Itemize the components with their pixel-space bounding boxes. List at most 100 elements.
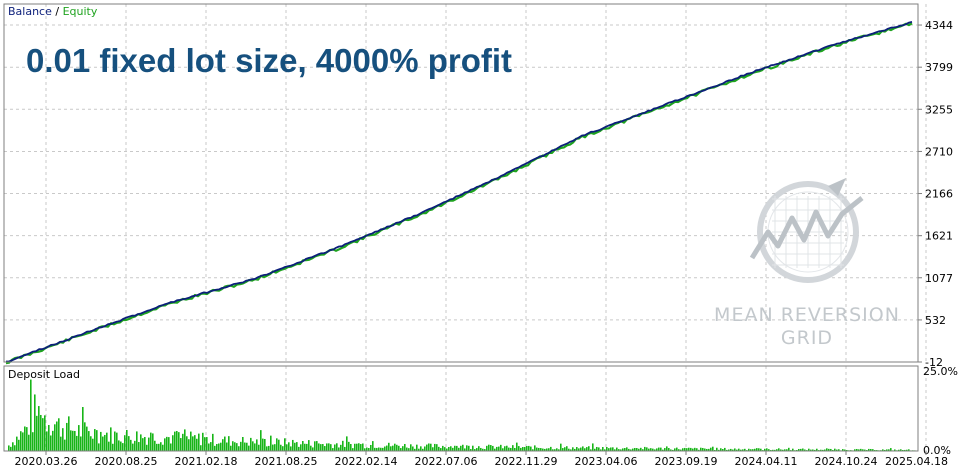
deposit-load-bar (542, 448, 544, 451)
deposit-load-bar (164, 438, 166, 451)
deposit-load-bar (104, 434, 106, 451)
deposit-load-bar (680, 449, 682, 451)
deposit-load-bar (324, 446, 326, 451)
deposit-load-bar (116, 432, 118, 451)
x-tick-label: 2021.02.18 (175, 455, 238, 468)
deposit-load-bar (232, 441, 234, 451)
deposit-load-bar (772, 449, 774, 451)
main-gridlines (4, 4, 927, 363)
deposit-load-bar (750, 449, 752, 451)
deposit-load-bar (716, 447, 718, 451)
deposit-load-bar (306, 443, 308, 451)
deposit-load-bar (138, 442, 140, 451)
deposit-load-bar (442, 445, 444, 451)
deposit-load-bar (422, 448, 424, 451)
deposit-load-bar (562, 448, 564, 451)
deposit-load-bar (160, 442, 162, 451)
deposit-load-bar (498, 446, 500, 451)
deposit-load-bar (602, 446, 604, 451)
deposit-load-bar (724, 447, 726, 451)
watermark-line1: MEAN REVERSION (714, 304, 900, 326)
deposit-load-bar (218, 443, 220, 451)
main-plot-frame (3, 3, 919, 363)
deposit-load-bar (12, 442, 14, 451)
deposit-load-bar (236, 443, 238, 451)
deposit-load-bar (238, 446, 240, 451)
deposit-load-bar (56, 421, 58, 451)
deposit-load-bar (704, 448, 706, 451)
deposit-load-bar (336, 443, 338, 451)
deposit-load-bar (94, 429, 96, 451)
deposit-load-bar (322, 444, 324, 451)
deposit-load-bar (590, 449, 592, 451)
deposit-load-bar (26, 427, 28, 451)
deposit-load-bar (904, 449, 906, 451)
deposit-load-bar (694, 447, 696, 451)
deposit-load-bar (412, 446, 414, 451)
deposit-load-bar (172, 435, 174, 451)
deposit-load-bar (908, 449, 910, 451)
y-tick-label: -12 (925, 356, 943, 369)
deposit-load-bar (420, 446, 422, 451)
x-tick-label: 2024.10.24 (815, 455, 878, 468)
y-tick-label: 3799 (925, 61, 953, 74)
deposit-load-bar (16, 436, 18, 451)
deposit-load-bar (50, 435, 52, 451)
deposit-load-bar (458, 447, 460, 451)
deposit-load-bar (76, 435, 78, 451)
deposit-load-bar (382, 447, 384, 451)
deposit-load-bar (392, 445, 394, 451)
deposit-load-bar (90, 436, 92, 451)
deposit-load-bar (70, 430, 72, 451)
deposit-load-bar (332, 448, 334, 451)
deposit-load-bar (424, 446, 426, 451)
deposit-load-bar (190, 431, 192, 451)
deposit-load-bar (448, 446, 450, 451)
deposit-load-bar (618, 449, 620, 451)
deposit-load-bar (736, 449, 738, 451)
deposit-load-bar (152, 433, 154, 451)
watermark-arrow-head (828, 178, 846, 196)
deposit-load-bar (626, 447, 628, 451)
deposit-load-bar (506, 445, 508, 451)
x-axis-labels: 2020.03.26 2020.08.25 2021.02.18 2021.08.25… (15, 451, 948, 468)
deposit-load-bar (638, 448, 640, 451)
deposit-load-bar (556, 448, 558, 451)
deposit-load-bar (624, 448, 626, 451)
deposit-load-bar (576, 447, 578, 451)
deposit-load-bar (450, 446, 452, 451)
deposit-load-bar (440, 448, 442, 451)
deposit-load-bar (174, 431, 176, 451)
deposit-load-bar (194, 435, 196, 451)
deposit-load-bar (416, 444, 418, 451)
deposit-load-bar (426, 444, 428, 451)
deposit-load-bar (516, 442, 518, 451)
deposit-load-bar (144, 436, 146, 451)
deposit-load-bar (330, 444, 332, 451)
deposit-load-bar (396, 444, 398, 451)
deposit-load-bar (316, 441, 318, 451)
legend-balance: Balance (8, 5, 52, 18)
deposit-load-bar (742, 449, 744, 451)
x-tick-label: 2025.04.18 (885, 455, 948, 468)
deposit-load-bar (408, 448, 410, 451)
deposit-load-bar (552, 449, 554, 451)
deposit-load-bar (784, 449, 786, 451)
deposit-load-bar (604, 449, 606, 451)
deposit-load-bar (394, 443, 396, 451)
deposit-load-bar (554, 449, 556, 451)
deposit-load-bar (600, 449, 602, 451)
deposit-load-bar (220, 442, 222, 451)
legend: Balance / Equity (8, 5, 97, 18)
deposit-load-bar (688, 447, 690, 451)
deposit-load-bar (488, 444, 490, 451)
deposit-load-bar (760, 448, 762, 451)
x-tick-label: 2023.09.19 (655, 455, 718, 468)
equity-line (5, 22, 913, 365)
y-tick-label: 4344 (925, 19, 953, 32)
deposit-load-bar (210, 442, 212, 451)
deposit-load-bar (728, 449, 730, 451)
deposit-load-bar (838, 449, 840, 451)
deposit-load-bar (538, 447, 540, 451)
deposit-load-bar (256, 439, 258, 451)
